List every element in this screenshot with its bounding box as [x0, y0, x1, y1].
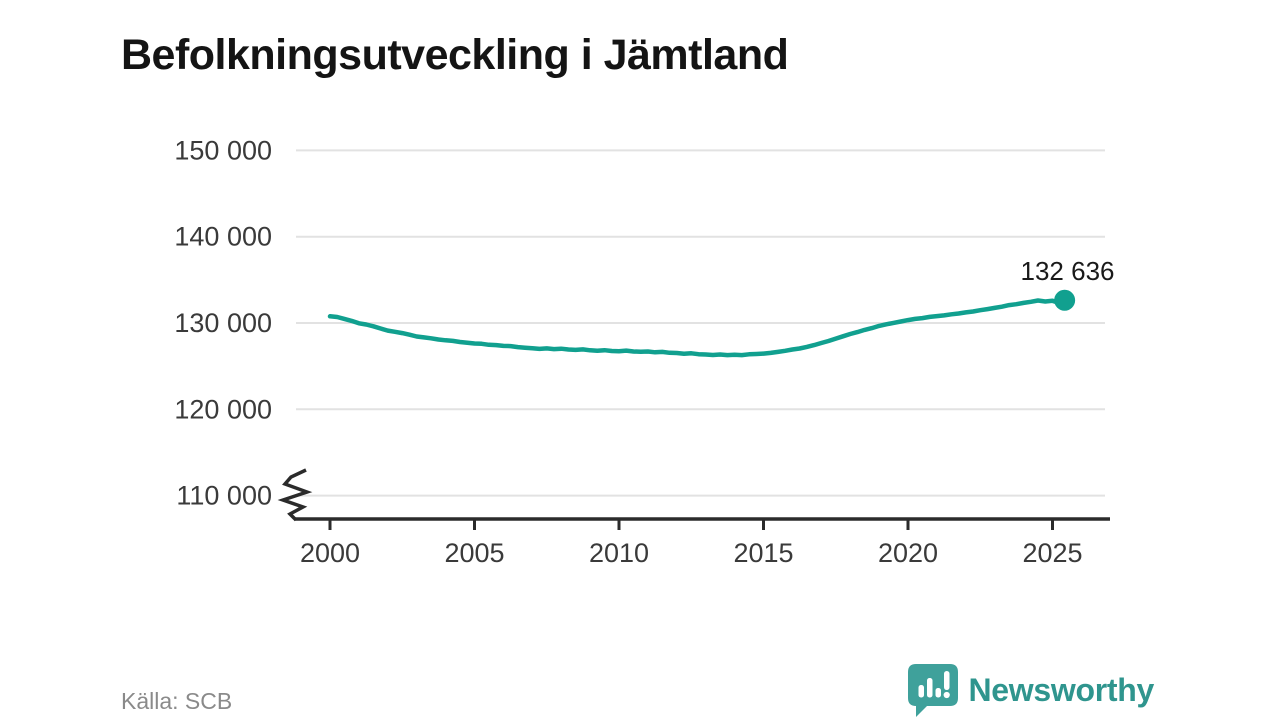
end-value-label: 132 636 — [1020, 256, 1115, 286]
y-tick-label: 120 000 — [174, 394, 272, 424]
x-tick-label: 2005 — [444, 538, 504, 568]
exclamation-dot-icon — [943, 691, 950, 699]
newsworthy-wordmark: Newsworthy — [968, 671, 1155, 708]
x-tick-label: 2000 — [300, 538, 360, 568]
end-point-marker — [1054, 289, 1076, 311]
newsworthy-logo: Newsworthy — [907, 662, 1155, 718]
newsworthy-speech-bubble-chart-icon — [907, 664, 958, 717]
axis-break-icon — [277, 468, 313, 522]
y-tick-label: 110 000 — [176, 481, 272, 511]
x-tick-label: 2020 — [878, 538, 938, 568]
y-tick-label: 150 000 — [174, 135, 272, 165]
y-tick-label: 130 000 — [174, 308, 272, 338]
exclamation-bar-icon — [943, 671, 949, 690]
bar-short-icon — [918, 685, 924, 698]
population-line — [327, 298, 1067, 358]
x-tick-label: 2015 — [733, 538, 793, 568]
y-tick-label: 140 000 — [174, 222, 272, 252]
bar-tall-icon — [926, 678, 932, 698]
chart-title: Befolkningsutveckling i Jämtland — [121, 30, 789, 79]
x-tick-label: 2025 — [1022, 538, 1082, 568]
source-caption: Källa: SCB — [121, 688, 233, 714]
x-tick-label: 2010 — [589, 538, 649, 568]
bar-small-icon — [935, 688, 941, 698]
